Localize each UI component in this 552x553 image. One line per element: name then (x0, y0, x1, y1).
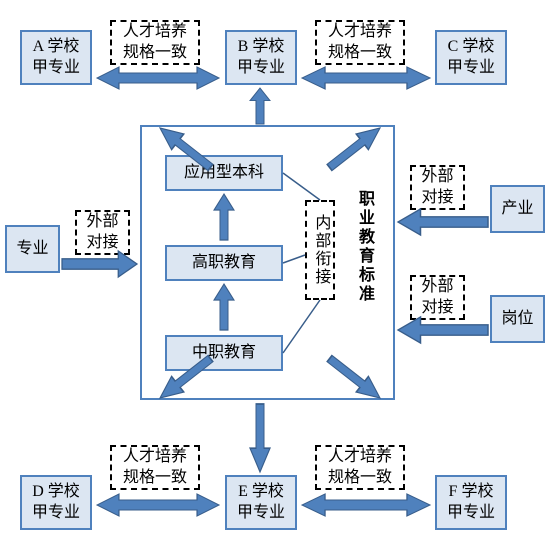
inner-link-box: 内部衔接 (305, 200, 335, 300)
school-c: C 学校 甲专业 (435, 30, 507, 85)
school-c-l1: C 学校 (448, 37, 495, 58)
school-e-l2: 甲专业 (237, 503, 285, 524)
school-a: A 学校 甲专业 (20, 30, 92, 85)
inner-mid-label: 高职教育 (192, 253, 256, 274)
dash-left: 外部 对接 (75, 210, 130, 255)
industry-label: 产业 (501, 199, 533, 220)
dash-bot2: 人才培养 规格一致 (315, 445, 405, 490)
spec-box: 专业 (5, 225, 60, 273)
school-f-l1: F 学校 (449, 482, 494, 503)
inner-mid: 高职教育 (165, 245, 283, 281)
inner-bot: 中职教育 (165, 335, 283, 371)
spec-label: 专业 (16, 239, 48, 260)
dash-right2: 外部 对接 (410, 275, 465, 320)
industry-box: 产业 (490, 185, 545, 233)
school-b: B 学校 甲专业 (225, 30, 297, 85)
school-f: F 学校 甲专业 (435, 475, 507, 530)
dash-top2: 人才培养 规格一致 (315, 20, 405, 65)
position-box: 岗位 (490, 295, 545, 343)
school-c-l2: 甲专业 (447, 58, 495, 79)
school-d: D 学校 甲专业 (20, 475, 92, 530)
school-e: E 学校 甲专业 (225, 475, 297, 530)
school-d-l2: 甲专业 (32, 503, 80, 524)
position-label: 岗位 (501, 309, 533, 330)
school-b-l2: 甲专业 (237, 58, 285, 79)
school-d-l1: D 学校 (32, 482, 80, 503)
school-a-l1: A 学校 (33, 37, 80, 58)
inner-top-label: 应用型本科 (184, 163, 264, 184)
vocational-standard-label: 职业教育标准 (352, 190, 376, 304)
school-f-l2: 甲专业 (447, 503, 495, 524)
dash-top1: 人才培养 规格一致 (110, 20, 200, 65)
inner-link-label: 内部衔接 (310, 214, 331, 286)
dash-bot1: 人才培养 规格一致 (110, 445, 200, 490)
school-b-l1: B 学校 (238, 37, 285, 58)
inner-top: 应用型本科 (165, 155, 283, 191)
dash-right1: 外部 对接 (410, 165, 465, 210)
school-e-l1: E 学校 (238, 482, 284, 503)
school-a-l2: 甲专业 (32, 58, 80, 79)
inner-bot-label: 中职教育 (192, 343, 256, 364)
